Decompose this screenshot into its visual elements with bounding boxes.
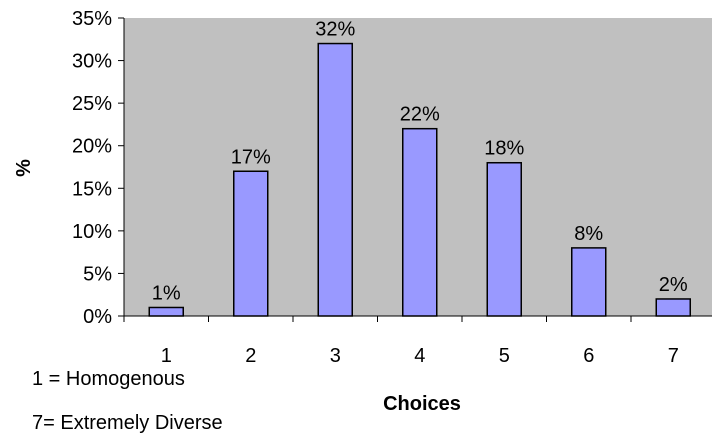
- data-labels-group: 1% 17% 32% 22% 18% 8% 2%: [152, 19, 688, 305]
- data-label-1: 1%: [152, 282, 181, 304]
- data-label-7: 2%: [659, 274, 688, 296]
- bars-group: [148, 42, 691, 317]
- bar-1: [148, 306, 184, 317]
- scale-note-low: 1 = Homogenous: [32, 368, 185, 390]
- x-tick-label-5: 5: [499, 345, 510, 367]
- bar-7: [655, 298, 691, 317]
- scale-note-high: 7= Extremely Diverse: [32, 412, 223, 434]
- x-tick-label-4: 4: [414, 345, 425, 367]
- y-tick-label-15: 15%: [72, 178, 112, 200]
- y-tick-label-35: 35%: [72, 8, 112, 30]
- x-tick-label-6: 6: [583, 345, 594, 367]
- x-axis: 1 2 3 4 5 6 7: [123, 315, 712, 367]
- y-tick-label-5: 5%: [83, 263, 112, 285]
- bar-3: [317, 42, 353, 317]
- y-tick-label-0: 0%: [83, 306, 112, 328]
- x-tick-label-7: 7: [668, 345, 679, 367]
- x-tick-label-1: 1: [161, 345, 172, 367]
- bar-4: [402, 127, 438, 317]
- data-label-3: 32%: [315, 19, 355, 41]
- data-label-6: 8%: [574, 223, 603, 245]
- data-label-5: 18%: [484, 138, 524, 160]
- y-tick-label-30: 30%: [72, 51, 112, 73]
- x-axis-title: Choices: [383, 393, 461, 415]
- y-axis-title: %: [13, 159, 35, 177]
- y-tick-label-20: 20%: [72, 136, 112, 158]
- bar-5: [486, 161, 522, 317]
- data-label-4: 22%: [400, 104, 440, 126]
- x-tick-label-3: 3: [330, 345, 341, 367]
- y-axis: 0% 5% 10% 15% 20% 25% 30% 35%: [72, 8, 125, 328]
- data-label-2: 17%: [231, 146, 271, 168]
- y-tick-label-25: 25%: [72, 93, 112, 115]
- x-tick-label-2: 2: [245, 345, 256, 367]
- bar-6: [571, 247, 607, 317]
- y-tick-label-10: 10%: [72, 221, 112, 243]
- bar-2: [233, 170, 269, 317]
